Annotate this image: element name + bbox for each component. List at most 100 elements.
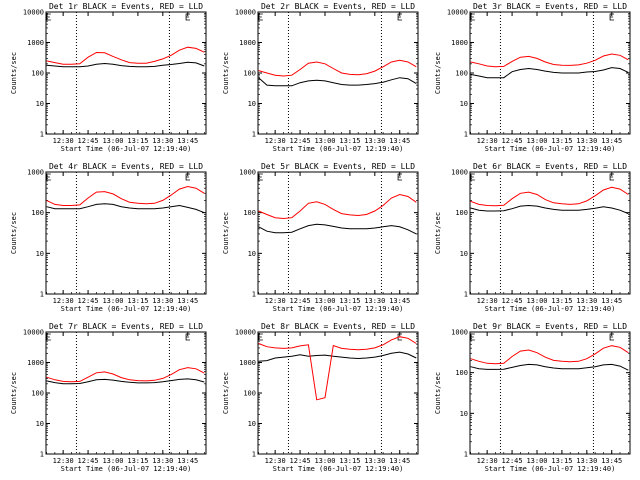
y-tick-label: 1 — [464, 131, 468, 139]
e-marker — [185, 333, 191, 341]
panel-title: Det 9r BLACK = Events, RED = LLD — [473, 322, 627, 331]
plot-frame — [257, 11, 419, 135]
detector-panel: Det 7r BLACK = Events, RED = LLD 1 10 100 10… — [10, 322, 207, 473]
y-tick-label: 10000 — [447, 9, 468, 17]
y-axis-label: Counts/sec — [222, 212, 230, 254]
x-tick-label: 13:30 — [152, 297, 173, 305]
y-tick-label: 100 — [31, 209, 44, 217]
x-tick-label: 13:45 — [601, 297, 622, 305]
lld-series-line — [46, 367, 205, 383]
x-tick-label: 12:30 — [265, 297, 286, 305]
lld-series-line — [258, 193, 417, 220]
panel-title: Det 7r BLACK = Events, RED = LLD — [49, 322, 203, 331]
detector-panel: Det 5r BLACK = Events, RED = LLD 1 10 100 10… — [222, 162, 419, 313]
y-tick-label: 1 — [40, 131, 44, 139]
y-tick-label: 1000 — [451, 329, 468, 337]
y-axis-label: Counts/sec — [10, 212, 18, 254]
x-axis-label: Start Time (06-Jul-07 12:19:40) — [273, 465, 404, 473]
x-tick-label: 13:45 — [177, 137, 198, 145]
plot-frame — [45, 171, 207, 295]
events-series-line — [470, 204, 629, 215]
lld-series-line — [470, 53, 629, 68]
e-marker — [470, 13, 475, 21]
x-tick-label: 13:30 — [576, 297, 597, 305]
detector-panel: Det 3r BLACK = Events, RED = LLD 1 10 100 10… — [434, 2, 631, 153]
e-marker — [609, 173, 615, 181]
x-tick-label: 13:45 — [389, 457, 410, 465]
x-tick-label: 12:30 — [265, 137, 286, 145]
lld-series-line — [258, 59, 417, 77]
y-tick-label: 1000 — [451, 39, 468, 47]
x-tick-label: 13:45 — [177, 297, 198, 305]
x-tick-label: 13:30 — [364, 297, 385, 305]
x-tick-label: 13:00 — [102, 457, 123, 465]
x-tick-label: 13:45 — [601, 457, 622, 465]
plot-frame — [469, 11, 631, 135]
x-tick-label: 13:15 — [551, 297, 572, 305]
y-tick-label: 10 — [36, 100, 44, 108]
x-tick-label: 13:00 — [314, 457, 335, 465]
y-axis-label: Counts/sec — [222, 52, 230, 94]
plot-frame — [257, 171, 419, 295]
x-tick-label: 12:45 — [502, 137, 523, 145]
e-marker — [397, 13, 403, 21]
y-tick-label: 1 — [252, 131, 256, 139]
x-tick-label: 12:45 — [78, 297, 99, 305]
x-tick-label: 13:00 — [526, 297, 547, 305]
x-axis-label: Start Time (06-Jul-07 12:19:40) — [273, 305, 404, 313]
y-tick-label: 1000 — [239, 39, 256, 47]
y-tick-label: 10 — [460, 100, 468, 108]
y-tick-label: 1 — [40, 451, 44, 459]
x-tick-label: 12:45 — [502, 457, 523, 465]
x-axis-label: Start Time (06-Jul-07 12:19:40) — [61, 305, 192, 313]
y-tick-label: 100 — [243, 70, 256, 78]
panel-title: Det 4r BLACK = Events, RED = LLD — [49, 162, 203, 171]
y-tick-label: 10000 — [23, 329, 44, 337]
x-axis-label: Start Time (06-Jul-07 12:19:40) — [485, 145, 616, 153]
x-tick-label: 12:30 — [477, 297, 498, 305]
x-tick-label: 13:15 — [339, 457, 360, 465]
y-axis-label: Counts/sec — [434, 372, 442, 414]
detector-panel: Det 8r BLACK = Events, RED = LLD 1 10 100 10… — [222, 322, 419, 473]
y-tick-label: 10 — [248, 100, 256, 108]
events-series-line — [470, 363, 629, 371]
events-series-line — [46, 61, 205, 68]
x-tick-label: 13:45 — [177, 457, 198, 465]
detector-panel: Det 9r BLACK = Events, RED = LLD 1 10 100 10… — [434, 322, 631, 473]
lld-series-line — [46, 46, 205, 65]
x-tick-label: 13:45 — [389, 137, 410, 145]
y-tick-label: 1 — [252, 291, 256, 299]
x-tick-label: 13:30 — [364, 457, 385, 465]
x-tick-label: 13:15 — [339, 297, 360, 305]
e-marker — [609, 333, 615, 341]
e-marker — [397, 173, 403, 181]
y-tick-label: 100 — [243, 390, 256, 398]
plot-frame — [469, 171, 631, 295]
x-axis-label: Start Time (06-Jul-07 12:19:40) — [61, 145, 192, 153]
x-tick-label: 13:00 — [526, 137, 547, 145]
e-marker — [46, 173, 51, 181]
y-tick-label: 1 — [40, 291, 44, 299]
y-axis-label: Counts/sec — [434, 52, 442, 94]
x-tick-label: 13:30 — [152, 457, 173, 465]
x-tick-label: 13:30 — [576, 457, 597, 465]
x-tick-label: 13:15 — [551, 137, 572, 145]
x-tick-label: 12:45 — [290, 137, 311, 145]
x-tick-label: 13:00 — [314, 297, 335, 305]
x-tick-label: 12:45 — [502, 297, 523, 305]
y-tick-label: 100 — [455, 70, 468, 78]
y-tick-label: 10 — [248, 250, 256, 258]
detector-panel: Det 4r BLACK = Events, RED = LLD 1 10 100 10… — [10, 162, 207, 313]
x-tick-label: 12:45 — [78, 137, 99, 145]
e-marker — [46, 13, 51, 21]
events-series-line — [46, 203, 205, 214]
e-marker — [46, 333, 51, 341]
x-tick-label: 13:00 — [102, 297, 123, 305]
x-tick-label: 13:15 — [127, 297, 148, 305]
y-tick-label: 1 — [464, 451, 468, 459]
events-series-line — [470, 67, 629, 79]
y-tick-label: 10 — [460, 250, 468, 258]
y-tick-label: 10 — [460, 410, 468, 418]
lld-series-line — [470, 345, 629, 365]
x-tick-label: 12:45 — [290, 297, 311, 305]
